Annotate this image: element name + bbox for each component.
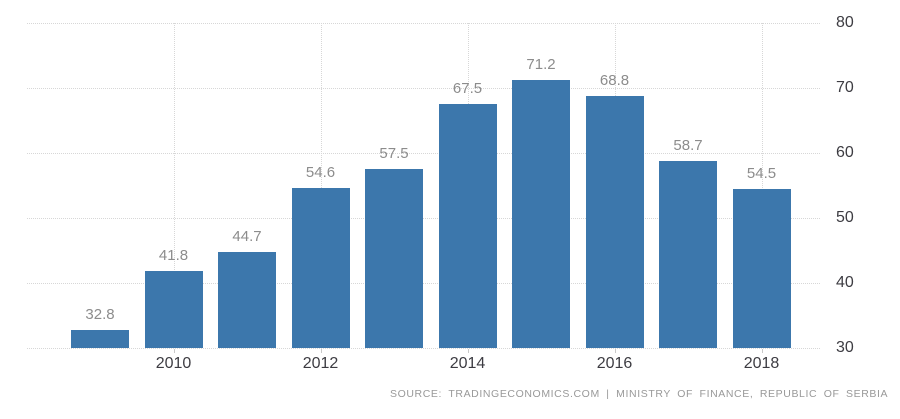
bar-value-label: 44.7 [232,228,262,246]
bar-value-label: 58.7 [673,137,703,155]
bar-2012[interactable] [291,188,350,348]
x-gridline [173,23,175,348]
y-gridline [27,23,820,24]
y-gridline [27,88,820,89]
x-axis-tick [761,349,763,353]
x-axis-tick-label: 2010 [155,355,192,372]
bar-2018[interactable] [732,188,791,348]
bar-2010[interactable] [144,271,203,348]
bar-2017[interactable] [659,161,717,348]
bar-2009[interactable] [71,329,129,348]
y-gridline [27,348,820,349]
x-axis-tick-label: 2014 [449,355,486,372]
bar-value-label: 67.5 [452,80,483,98]
bar-value-label: 57.5 [379,145,409,163]
bar-value-label: 54.6 [305,164,336,182]
bar-value-label: 32.8 [85,305,115,323]
bar-value-label: 71.2 [526,56,556,74]
x-axis-tick [467,349,469,353]
x-axis-tick-label: 2012 [302,355,339,372]
x-axis-tick [614,349,616,353]
x-gridline [761,23,763,348]
bar-value-label: 41.8 [158,247,189,265]
y-axis-tick-label: 60 [836,144,854,161]
y-axis-tick-label: 80 [836,14,854,31]
y-axis-tick-label: 30 [836,339,854,356]
bar-2015[interactable] [512,80,570,348]
x-axis-tick-label: 2018 [743,355,780,372]
x-axis-tick [173,349,175,353]
bar-2014[interactable] [438,104,497,348]
y-gridline [27,153,820,154]
x-axis-tick-label: 2016 [596,355,633,372]
x-axis-tick [320,349,322,353]
bar-2011[interactable] [218,252,276,348]
y-gridline [27,283,820,284]
y-axis-tick-label: 50 [836,209,854,226]
bar-2016[interactable] [585,95,644,348]
y-axis-tick-label: 70 [836,79,854,96]
bar-value-label: 54.5 [746,164,777,182]
y-axis-tick-label: 40 [836,274,854,291]
source-attribution: SOURCE: TRADINGECONOMICS.COM | MINISTRY … [390,388,889,400]
y-gridline [27,218,820,219]
x-gridline [320,23,322,348]
bar-value-label: 68.8 [599,71,630,89]
bar-2013[interactable] [365,169,423,348]
